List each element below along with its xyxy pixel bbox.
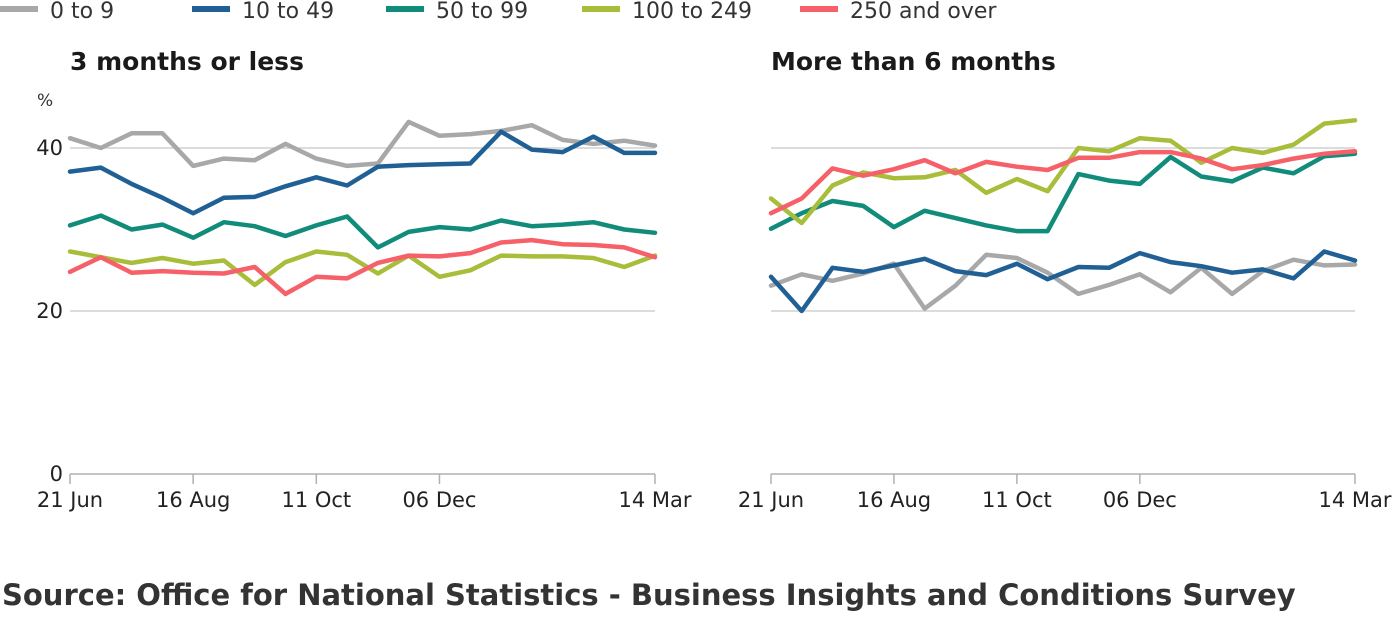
legend-label: 50 to 99 (436, 0, 528, 24)
series-line-50-to-99 (768, 151, 1358, 234)
panel-title: 3 months or less (70, 47, 304, 76)
legend-item-50-to-99: 50 to 99 (386, 0, 528, 24)
x-tick-label-06-dec: 06 Dec (1103, 488, 1177, 512)
series-line-250-and-over (67, 237, 658, 297)
legend-item-250-and-over: 250 and over (800, 0, 997, 24)
x-tick-label-21-jun: 21 Jun (37, 488, 103, 512)
legend-item-0-to-9: 0 to 9 (0, 0, 114, 24)
x-tick-label-21-jun: 21 Jun (738, 488, 804, 512)
legend-label: 100 to 249 (632, 0, 752, 24)
legend-label: 0 to 9 (50, 0, 114, 24)
legend-item-100-to-249: 100 to 249 (582, 0, 752, 24)
series-line-50-to-99 (67, 213, 658, 250)
x-tick-label-11-oct: 11 Oct (281, 488, 351, 512)
series-line-0-to-9 (67, 119, 658, 169)
source-note: Source: Office for National Statistics -… (2, 578, 1296, 612)
x-tick-label-14-mar: 14 Mar (618, 488, 691, 512)
series-line-100-to-249 (768, 118, 1358, 226)
y-tick-label-0: 0 (50, 462, 63, 486)
chart-panels: 3 months or less% 0 20 40 21 Jun 16 Aug 11 Oct… (36, 47, 1392, 512)
y-unit-label: % (37, 91, 53, 111)
legend-label: 250 and over (850, 0, 997, 24)
x-tick-label-11-oct: 11 Oct (982, 488, 1052, 512)
panel-more-than-6-months: More than 6 months 21 Jun 16 Aug 11 Oct 06 D… (738, 47, 1392, 512)
panel-3-months-or-less: 3 months or less% 0 20 40 21 Jun 16 Aug 11 Oct… (36, 47, 692, 512)
legend-item-10-to-49: 10 to 49 (192, 0, 334, 24)
series-line-10-to-49 (67, 129, 658, 216)
x-tick-label-16-aug: 16 Aug (857, 488, 931, 512)
series-line-100-to-249 (67, 249, 658, 288)
x-tick-label-14-mar: 14 Mar (1318, 488, 1391, 512)
y-tick-label-20: 20 (36, 299, 63, 323)
series-line-0-to-9 (768, 252, 1358, 311)
legend-label: 10 to 49 (242, 0, 334, 24)
y-tick-label-40: 40 (36, 136, 63, 160)
x-tick-label-06-dec: 06 Dec (402, 488, 476, 512)
x-tick-label-16-aug: 16 Aug (156, 488, 230, 512)
series-line-10-to-49 (768, 249, 1358, 314)
legend: 0 to 9 10 to 49 50 to 99 100 to 249 250 and … (0, 0, 997, 24)
series-line-250-and-over (768, 149, 1358, 216)
panel-title: More than 6 months (771, 47, 1056, 76)
